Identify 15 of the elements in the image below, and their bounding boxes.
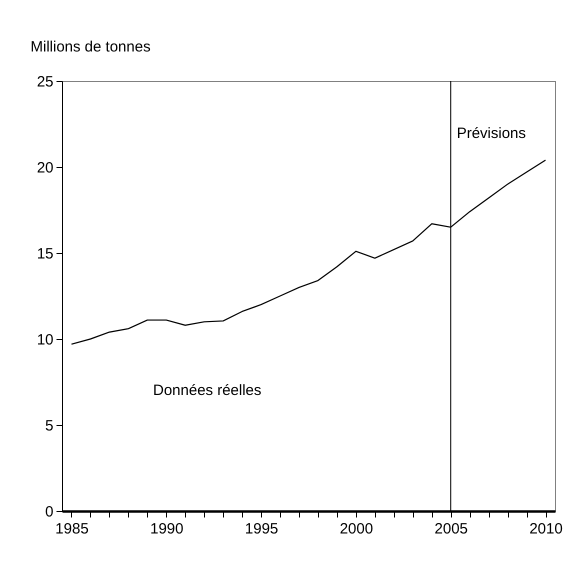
x-tick-label: 1995 [244, 520, 278, 538]
x-tick-label: 2005 [434, 520, 468, 538]
y-tick-label: 25 [36, 74, 54, 90]
x-tick-label: 2010 [529, 520, 563, 538]
y-tick-label: 10 [36, 332, 54, 348]
annotation: Données réelles [153, 382, 262, 399]
ref-line-label: Prévisions [456, 125, 526, 142]
y-tick-label: 15 [36, 246, 54, 262]
y-tick-label: 20 [36, 160, 54, 176]
x-tick-label: 2000 [340, 520, 374, 538]
x-tick-label: 1990 [150, 520, 184, 538]
y-tick-label: 5 [45, 418, 54, 434]
y-axis-title: Millions de tonnes [30, 38, 151, 56]
x-tick-label: 1985 [55, 520, 89, 538]
y-tick-label: 0 [45, 504, 54, 520]
